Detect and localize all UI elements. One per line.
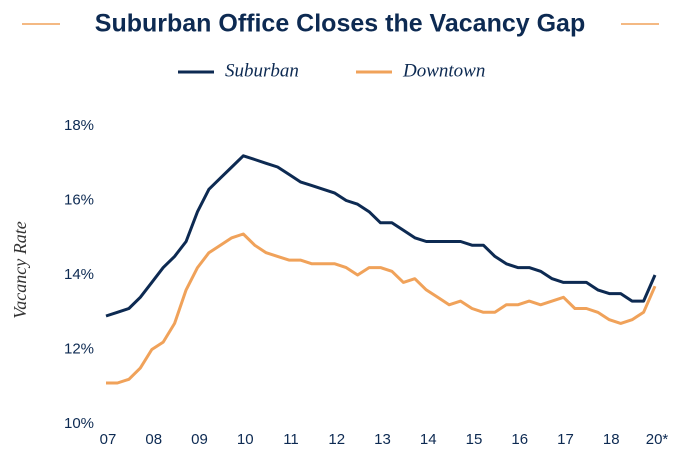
x-tick-label: 07 (100, 431, 117, 448)
x-tick-label: 09 (191, 431, 208, 448)
y-tick-label: 12% (64, 340, 94, 357)
x-tick-label: 20* (646, 431, 669, 448)
legend-label: Downtown (402, 60, 485, 81)
legend-label: Suburban (225, 60, 299, 81)
x-tick-label: 17 (557, 431, 574, 448)
y-tick-label: 16% (64, 191, 94, 208)
chart-title: Suburban Office Closes the Vacancy Gap (95, 10, 585, 38)
x-tick-label: 18 (603, 431, 620, 448)
series-line (105, 154, 657, 318)
x-tick-label: 16 (511, 431, 528, 448)
x-tick-label: 14 (420, 431, 437, 448)
y-axis-label: Vacancy Rate (10, 221, 30, 318)
x-tick-label: 12 (328, 431, 345, 448)
x-tick-label: 13 (374, 431, 391, 448)
y-tick-label: 14% (64, 266, 94, 283)
x-tick-label: 10 (237, 431, 254, 448)
series-line (106, 232, 657, 385)
y-tick-label: 10% (64, 415, 94, 432)
x-tick-label: 15 (466, 431, 483, 448)
x-tick-label: 08 (145, 431, 162, 448)
y-tick-label: 18% (64, 117, 94, 134)
x-tick-label: 11 (283, 431, 299, 448)
